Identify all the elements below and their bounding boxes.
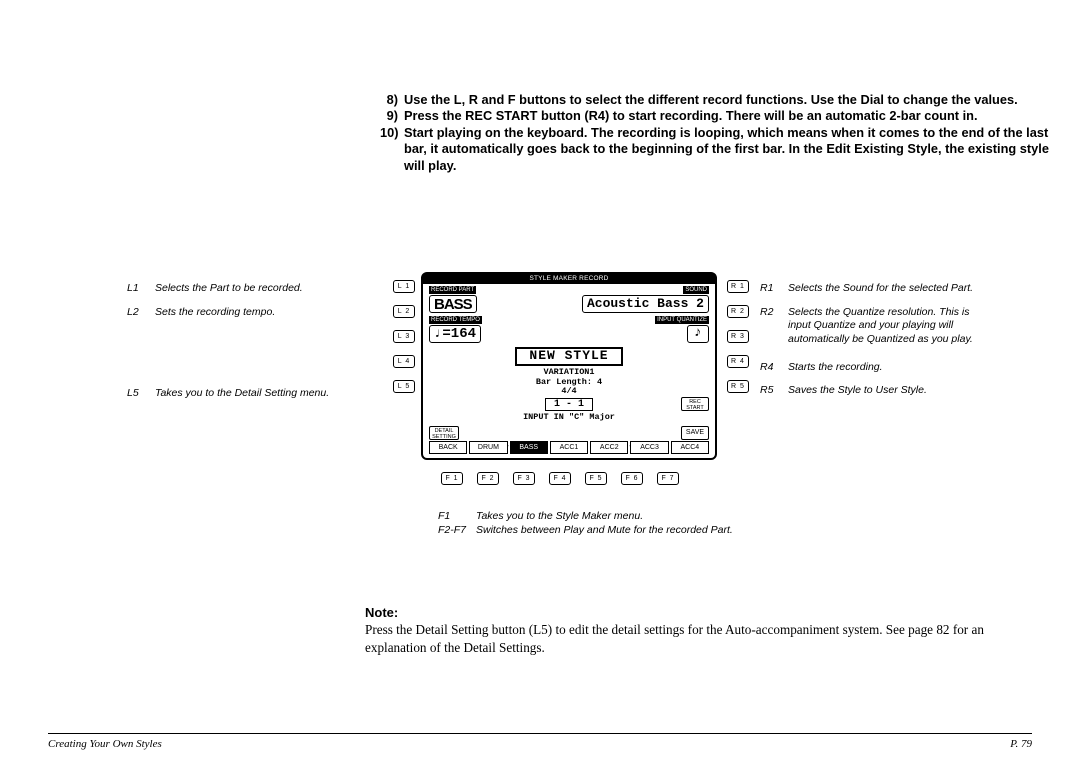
style-name-box: NEW STYLE xyxy=(515,347,622,366)
hw-button-f7: F 7 xyxy=(657,472,679,485)
input-key-label: INPUT IN "C" Major xyxy=(429,413,709,423)
quantize-box: ♪ xyxy=(687,325,709,343)
bar-counter: 1 - 1 xyxy=(545,398,593,411)
hw-button-f2: F 2 xyxy=(477,472,499,485)
sound-box: Acoustic Bass 2 xyxy=(582,295,709,313)
tab-acc2: ACC2 xyxy=(590,441,628,454)
save-button: SAVE xyxy=(681,426,709,440)
hw-button-r1: R 1 xyxy=(727,280,749,293)
hw-button-f6: F 6 xyxy=(621,472,643,485)
tab-drum: DRUM xyxy=(469,441,507,454)
hw-button-l1: L 1 xyxy=(393,280,415,293)
hw-button-l4: L 4 xyxy=(393,355,415,368)
hw-button-r2: R 2 xyxy=(727,305,749,318)
tab-acc4: ACC4 xyxy=(671,441,709,454)
label-tempo: RECORD TEMPO xyxy=(429,316,482,324)
hw-button-r5: R 5 xyxy=(727,380,749,393)
lcd-screen: STYLE MAKER RECORD RECORD PART SOUND BAS… xyxy=(421,272,717,460)
footer-left: Creating Your Own Styles xyxy=(48,738,162,750)
hw-button-l2: L 2 xyxy=(393,305,415,318)
hw-button-f1: F 1 xyxy=(441,472,463,485)
tab-row: BACKDRUMBASSACC1ACC2ACC3ACC4 xyxy=(423,441,715,454)
right-side-buttons: R 1 R 2 R 3 R 4 R 5 xyxy=(727,280,747,405)
hw-button-l3: L 3 xyxy=(393,330,415,343)
bottom-legend: F1Takes you to the Style Maker menu.F2-F… xyxy=(438,510,838,537)
tab-acc3: ACC3 xyxy=(630,441,668,454)
lcd-title: STYLE MAKER RECORD xyxy=(423,274,715,284)
right-legend: R1Selects the Sound for the selected Par… xyxy=(760,282,980,408)
detail-setting-button: DETAILSETTING xyxy=(429,426,459,440)
label-record-part: RECORD PART xyxy=(429,286,476,294)
label-quantize: INPUT QUANTIZE xyxy=(655,316,709,324)
f-buttons-row: F 1 F 2 F 3 F 4 F 5 F 6 F 7 xyxy=(441,472,679,485)
tab-back: BACK xyxy=(429,441,467,454)
hw-button-f4: F 4 xyxy=(549,472,571,485)
rec-start-button: RECSTART xyxy=(681,397,709,411)
hw-button-f3: F 3 xyxy=(513,472,535,485)
hw-button-l5: L 5 xyxy=(393,380,415,393)
tab-acc1: ACC1 xyxy=(550,441,588,454)
instructions-list: 8)Use the L, R and F buttons to select t… xyxy=(380,92,1050,174)
left-legend: L1Selects the Part to be recorded.L2Sets… xyxy=(127,282,387,411)
note-body: Press the Detail Setting button (L5) to … xyxy=(365,621,1001,656)
note-heading: Note: xyxy=(365,604,1001,621)
label-sound: SOUND xyxy=(683,286,709,294)
hw-button-r3: R 3 xyxy=(727,330,749,343)
lcd-diagram-area: L1Selects the Part to be recorded.L2Sets… xyxy=(127,272,967,532)
note-block: Note: Press the Detail Setting button (L… xyxy=(365,604,1001,656)
time-sig-label: 4/4 xyxy=(429,387,709,397)
hw-button-r4: R 4 xyxy=(727,355,749,368)
page-footer: Creating Your Own Styles P. 79 xyxy=(48,733,1032,750)
tab-bass: BASS xyxy=(510,441,548,454)
left-side-buttons: L 1 L 2 L 3 L 4 L 5 xyxy=(393,280,413,405)
tempo-box: ♩=164 xyxy=(429,325,481,343)
record-part-box: BASS xyxy=(429,295,477,313)
hw-button-f5: F 5 xyxy=(585,472,607,485)
footer-right: P. 79 xyxy=(1010,738,1032,750)
